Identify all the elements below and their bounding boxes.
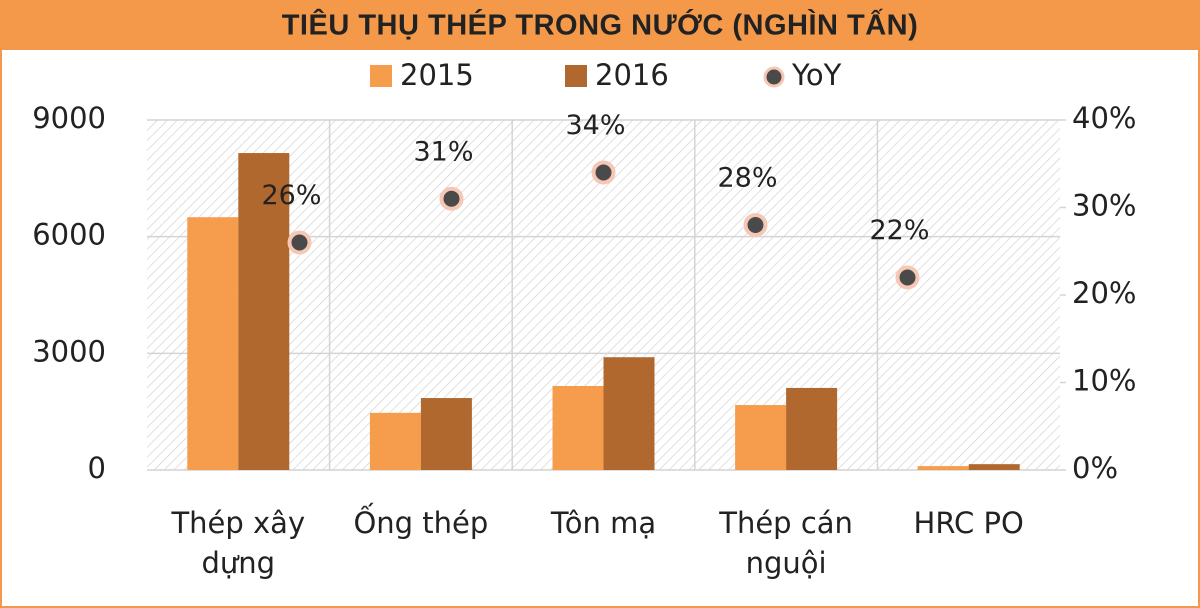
bar: [917, 466, 969, 470]
x-tick-label: dựng: [202, 546, 276, 580]
x-tick-label: HRC PO: [914, 506, 1024, 540]
data-label: 26%: [261, 180, 321, 211]
y2-tick-label: 20%: [1072, 276, 1136, 310]
y-tick-label: 0: [88, 451, 106, 485]
yoy-point: [287, 230, 312, 255]
chart-title: TIÊU THỤ THÉP TRONG NƯỚC (NGHÌN TẤN): [282, 8, 919, 42]
y2-tick-label: 10%: [1072, 364, 1136, 398]
bar: [369, 412, 421, 470]
bar: [603, 357, 655, 470]
x-tick-label: Thép cán: [718, 506, 853, 540]
data-label: 28%: [717, 163, 777, 194]
bar: [187, 217, 239, 470]
data-label: 34%: [565, 110, 625, 141]
legend-label: 2016: [595, 58, 669, 92]
bar: [786, 387, 838, 470]
data-label: 31%: [413, 136, 473, 167]
bar: [420, 398, 472, 470]
legend-label: 2015: [400, 58, 474, 92]
yoy-point: [439, 186, 464, 211]
bar: [552, 386, 604, 470]
header-band: [0, 0, 1200, 50]
data-label: 22%: [869, 215, 929, 246]
y2-tick-label: 30%: [1072, 189, 1136, 223]
yoy-point: [743, 213, 768, 237]
legend-swatch: [370, 65, 392, 87]
bar: [238, 153, 290, 471]
x-tick-label: Thép xây: [170, 506, 305, 540]
bar: [735, 405, 787, 470]
x-tick-label: nguội: [746, 546, 827, 580]
yoy-point: [591, 160, 616, 185]
yoy-point: [895, 265, 920, 290]
y-tick-label: 3000: [32, 334, 106, 368]
y-tick-label: 9000: [32, 101, 106, 135]
x-tick-label: Tôn mạ: [550, 506, 656, 540]
x-tick-label: Ống thép: [353, 503, 488, 540]
legend-label: YoY: [791, 58, 842, 92]
y-tick-label: 6000: [32, 218, 106, 252]
y2-tick-label: 40%: [1072, 101, 1136, 135]
legend-marker: [763, 66, 785, 88]
bar: [968, 464, 1020, 470]
y2-tick-label: 0%: [1072, 451, 1118, 485]
legend-swatch: [565, 65, 587, 87]
